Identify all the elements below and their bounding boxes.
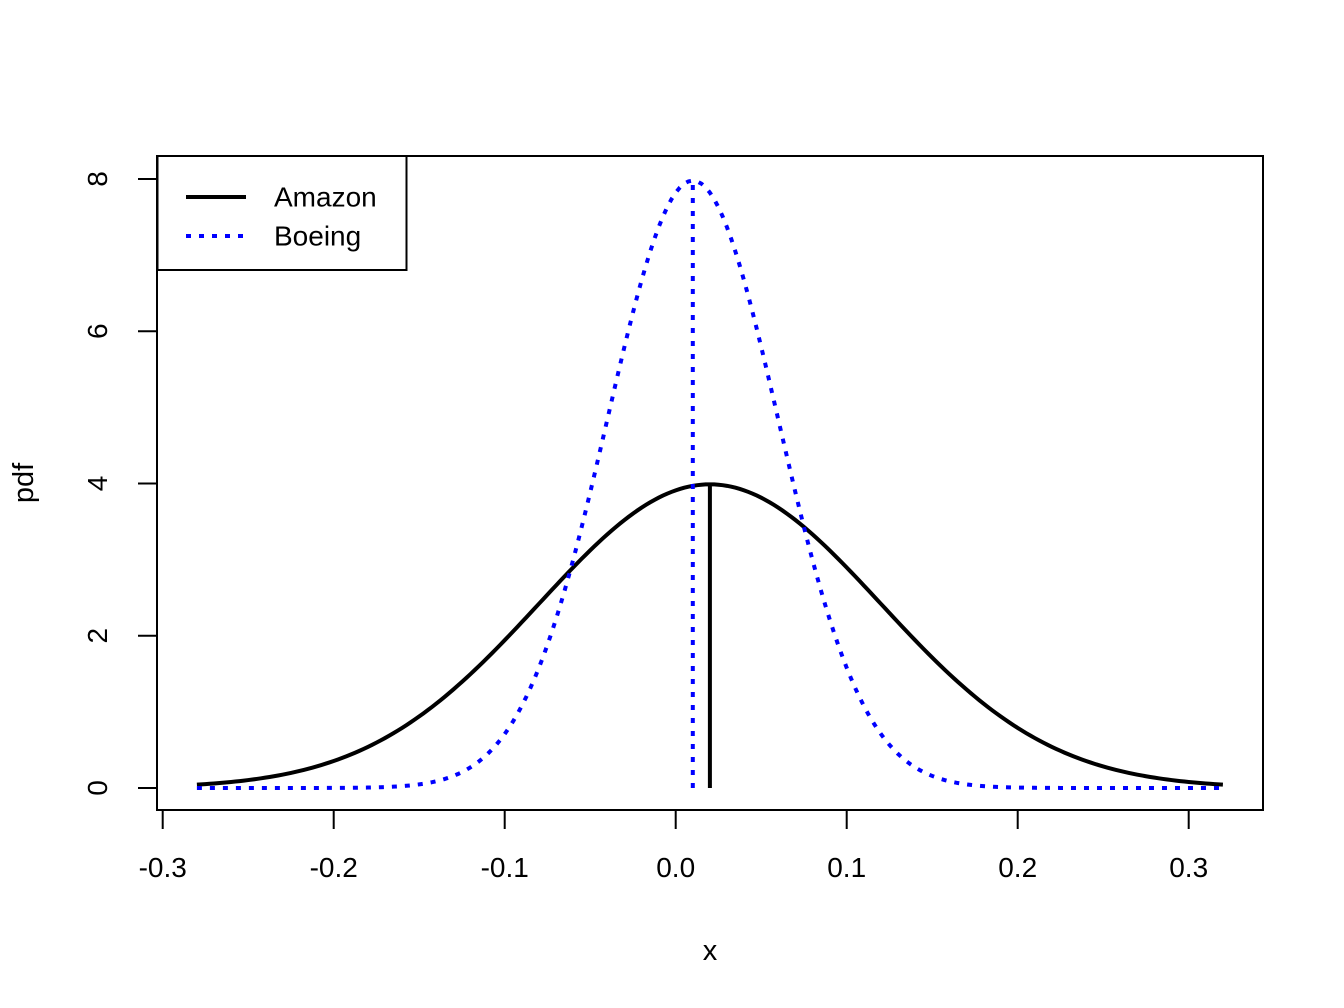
y-tick-label: 0 [82, 780, 113, 796]
x-tick-label: -0.1 [481, 852, 529, 883]
x-axis: -0.3 -0.2 -0.1 0.0 0.1 0.2 0.3 [139, 810, 1208, 883]
y-tick-label: 8 [82, 171, 113, 187]
x-tick-label: 0.3 [1169, 852, 1208, 883]
boeing-pdf-curve [196, 178, 1223, 790]
y-tick-label: 6 [82, 323, 113, 339]
legend-label-boeing: Boeing [274, 221, 361, 252]
x-tick-label: 0.1 [827, 852, 866, 883]
mean-lines [690, 180, 712, 788]
legend-label-amazon: Amazon [274, 182, 377, 213]
y-tick-label: 2 [82, 628, 113, 644]
x-tick-label: -0.3 [139, 852, 187, 883]
legend: Amazon Boeing [156, 155, 408, 271]
x-tick-label: -0.2 [310, 852, 358, 883]
x-tick-label: 0.0 [656, 852, 695, 883]
x-tick-label: 0.2 [998, 852, 1037, 883]
y-tick-label: 4 [82, 476, 113, 492]
x-axis-title: x [703, 935, 718, 967]
y-axis: 0 2 4 6 8 [82, 171, 157, 796]
y-axis-title: pdf [8, 462, 40, 503]
legend-box [156, 155, 408, 271]
